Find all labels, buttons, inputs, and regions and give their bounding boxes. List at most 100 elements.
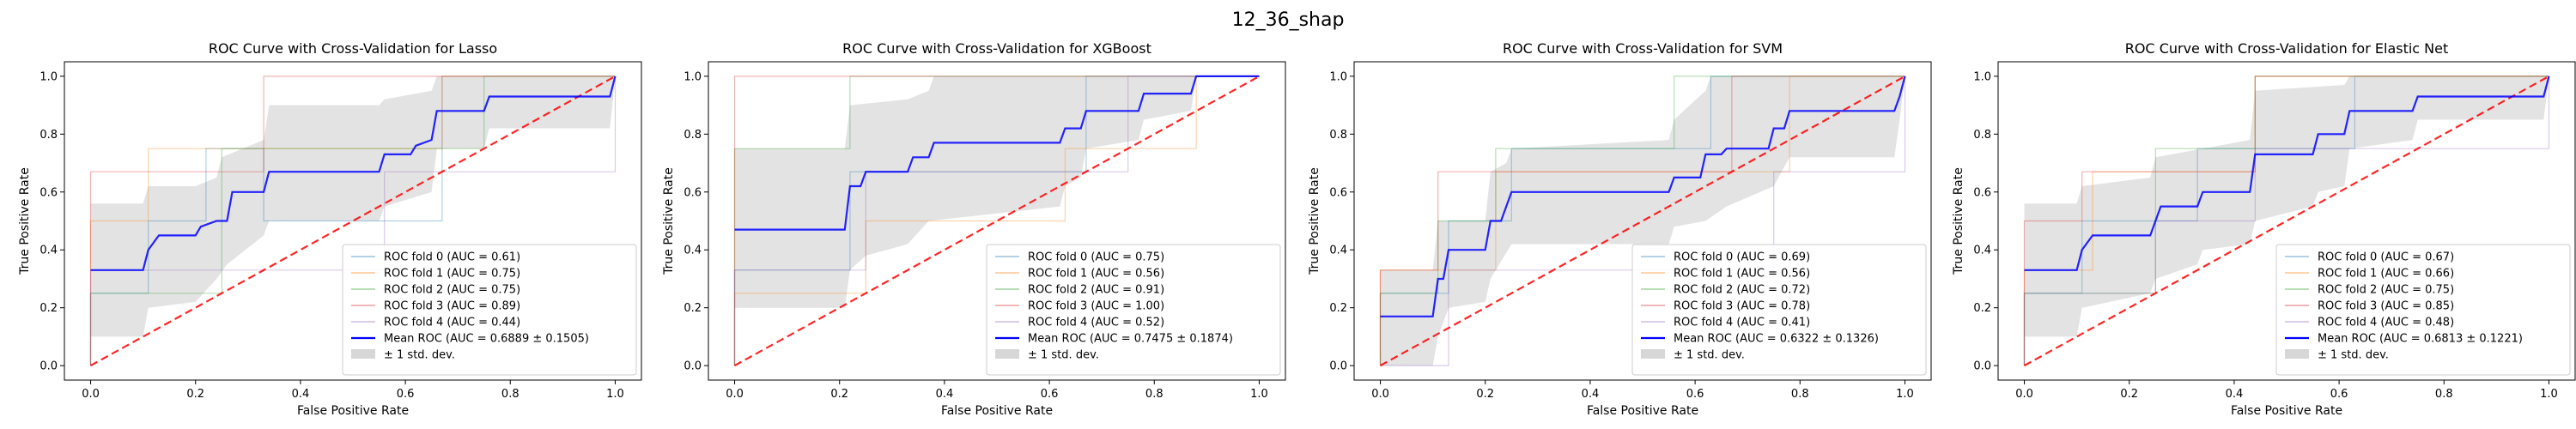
legend-box <box>342 244 637 376</box>
x-tick-label: 0.6 <box>1041 388 1059 401</box>
legend-fold-1-label: ROC fold 1 (AUC = 0.66) <box>2318 268 2454 281</box>
x-axis-label: False Positive Rate <box>1587 404 1698 418</box>
legend-mean-label: Mean ROC (AUC = 0.6813 ± 0.1221) <box>2318 333 2523 346</box>
y-tick-label: 1.0 <box>1973 70 1991 83</box>
y-tick-label: 0.8 <box>1973 129 1991 142</box>
y-tick-label: 0.4 <box>39 245 58 257</box>
x-axis-label: False Positive Rate <box>941 404 1053 418</box>
x-tick-label: 0.6 <box>2330 388 2348 401</box>
y-tick-label: 0.6 <box>1973 186 1991 199</box>
x-tick-label: 1.0 <box>1896 388 1914 401</box>
y-tick-label: 0.8 <box>683 129 702 142</box>
legend-mean-label: Mean ROC (AUC = 0.7475 ± 0.1874) <box>1028 333 1233 346</box>
y-tick-label: 0.4 <box>683 245 702 257</box>
fold-3-line <box>2023 76 2549 366</box>
x-tick-label: 0.2 <box>830 388 848 401</box>
legend-fold-0-label: ROC fold 0 (AUC = 0.61) <box>384 251 520 264</box>
fold-2-line <box>2023 76 2549 366</box>
panel-title: ROC Curve with Cross-Validation for Elas… <box>2125 40 2449 57</box>
fold-3-line <box>1379 76 1905 366</box>
legend-mean-label: Mean ROC (AUC = 0.6322 ± 0.1326) <box>1674 333 1879 346</box>
legend-box <box>2275 244 2571 376</box>
roc-panel-2: ROC Curve with Cross-Validation for SVM 0… <box>1308 40 1932 418</box>
axes-frame <box>708 61 1286 381</box>
x-tick-label: 0.4 <box>1582 388 1600 401</box>
y-tick-label: 1.0 <box>1329 70 1347 83</box>
y-tick-label: 0.6 <box>683 186 702 199</box>
roc-panel-0: ROC Curve with Cross-Validation for Lass… <box>18 40 642 418</box>
x-tick-label: 0.8 <box>2435 388 2453 401</box>
y-tick-label: 1.0 <box>39 70 58 83</box>
x-tick-label: 0.4 <box>292 388 310 401</box>
chance-line <box>89 75 617 367</box>
figure-title: 12_36_shap <box>1232 9 1345 31</box>
y-axis-label: True Positive Rate <box>1952 167 1965 275</box>
y-axis-label: True Positive Rate <box>662 167 676 275</box>
legend-fold-0-label: ROC fold 0 (AUC = 0.75) <box>1028 251 1164 264</box>
x-tick-label: 0.2 <box>186 388 204 401</box>
legend-fold-2-label: ROC fold 2 (AUC = 0.91) <box>1028 284 1164 297</box>
fold-1-line <box>733 76 1260 366</box>
legend-band-swatch <box>2285 349 2309 359</box>
mean-roc-line <box>90 76 617 271</box>
fold-4-line <box>2023 76 2550 366</box>
legend-fold-4-label: ROC fold 4 (AUC = 0.52) <box>1028 317 1164 329</box>
legend-band-label: ± 1 std. dev. <box>1674 349 1745 362</box>
panel-title: ROC Curve with Cross-Validation for XGBo… <box>842 40 1151 57</box>
y-tick-label: 0.4 <box>1329 245 1347 257</box>
legend-box <box>1631 244 1927 376</box>
legend-fold-3-label: ROC fold 3 (AUC = 0.85) <box>2318 300 2454 313</box>
legend-fold-2-label: ROC fold 2 (AUC = 0.72) <box>1674 284 1810 297</box>
legend-fold-4-label: ROC fold 4 (AUC = 0.48) <box>2318 317 2454 329</box>
legend-fold-3-label: ROC fold 3 (AUC = 1.00) <box>1028 300 1164 313</box>
legend: ROC fold 0 (AUC = 0.69) ROC fold 1 (AUC =… <box>1631 244 1927 376</box>
legend: ROC fold 0 (AUC = 0.75) ROC fold 1 (AUC =… <box>986 244 1281 376</box>
x-tick-label: 0.6 <box>1686 388 1704 401</box>
y-tick-label: 0.2 <box>1329 302 1347 315</box>
y-tick-label: 0.0 <box>39 360 58 373</box>
x-tick-label: 0.8 <box>1791 388 1809 401</box>
legend-fold-2-label: ROC fold 2 (AUC = 0.75) <box>384 284 520 297</box>
x-tick-label: 0.6 <box>397 388 415 401</box>
std-band <box>734 76 1260 308</box>
y-tick-label: 0.0 <box>683 360 702 373</box>
x-tick-label: 1.0 <box>2540 388 2558 401</box>
y-tick-label: 1.0 <box>683 70 702 83</box>
x-tick-label: 1.0 <box>606 388 624 401</box>
std-band <box>90 76 616 337</box>
legend-band-label: ± 1 std. dev. <box>2318 349 2389 362</box>
fold-0-line <box>1379 76 1905 366</box>
y-tick-label: 0.6 <box>39 186 58 199</box>
legend-fold-4-label: ROC fold 4 (AUC = 0.44) <box>384 317 520 329</box>
legend-fold-3-label: ROC fold 3 (AUC = 0.78) <box>1674 300 1810 313</box>
legend-fold-2-label: ROC fold 2 (AUC = 0.75) <box>2318 284 2454 297</box>
fold-2-line <box>733 76 1260 366</box>
panel-title: ROC Curve with Cross-Validation for SVM <box>1503 40 1783 57</box>
fold-1-line <box>89 76 616 366</box>
axes-frame <box>1353 61 1932 381</box>
fold-3-line <box>733 76 1260 366</box>
y-tick-label: 0.0 <box>1973 360 1991 373</box>
legend-fold-0-label: ROC fold 0 (AUC = 0.67) <box>2318 251 2454 264</box>
y-axis-label: True Positive Rate <box>18 167 32 275</box>
panel-title: ROC Curve with Cross-Validation for Lass… <box>209 40 497 57</box>
legend: ROC fold 0 (AUC = 0.61) ROC fold 1 (AUC =… <box>342 244 637 376</box>
fold-2-line <box>89 76 616 366</box>
legend-fold-0-label: ROC fold 0 (AUC = 0.69) <box>1674 251 1810 264</box>
fold-0-line <box>2023 76 2549 366</box>
roc-panel-3: ROC Curve with Cross-Validation for Elas… <box>1952 40 2576 418</box>
x-tick-label: 0.4 <box>2226 388 2244 401</box>
std-band <box>2024 76 2549 337</box>
fold-0-line <box>733 76 1260 366</box>
x-tick-label: 0.0 <box>82 388 100 401</box>
legend: ROC fold 0 (AUC = 0.67) ROC fold 1 (AUC =… <box>2275 244 2571 376</box>
legend-band-label: ± 1 std. dev. <box>1028 349 1099 362</box>
x-tick-label: 0.0 <box>2015 388 2033 401</box>
y-tick-label: 0.2 <box>39 302 58 315</box>
y-tick-label: 0.6 <box>1329 186 1347 199</box>
mean-roc-line <box>1380 76 1906 317</box>
legend-mean-label: Mean ROC (AUC = 0.6889 ± 0.1505) <box>384 333 589 346</box>
legend-fold-1-label: ROC fold 1 (AUC = 0.75) <box>384 268 520 281</box>
y-tick-label: 0.8 <box>39 129 58 142</box>
